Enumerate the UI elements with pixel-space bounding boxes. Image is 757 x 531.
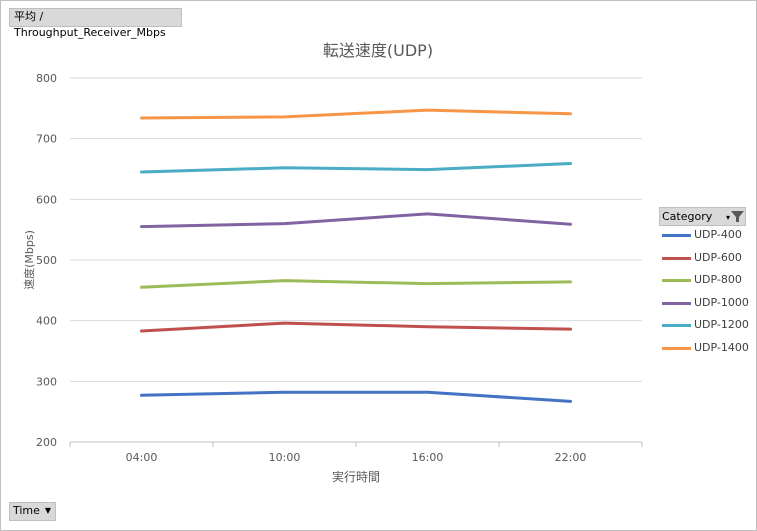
axis-field-label: Time <box>13 504 40 517</box>
legend-swatch <box>662 234 691 237</box>
gridlines <box>70 77 642 443</box>
series-line-udp-400[interactable] <box>140 390 572 403</box>
legend-label: UDP-800 <box>694 273 742 287</box>
dropdown-arrow-icon: ▾ <box>726 213 731 222</box>
values-field-button[interactable]: 平均 / Throughput_Receiver_Mbps <box>9 8 182 39</box>
series-line-udp-600[interactable] <box>140 321 572 333</box>
y-axis-label: 速度(Mbps) <box>22 230 36 290</box>
legend-label: UDP-1200 <box>694 318 749 332</box>
y-tick-label: 700 <box>36 133 57 146</box>
x-axis-label: 実行時間 <box>332 469 380 484</box>
legend-label: UDP-600 <box>694 250 742 264</box>
axis-field-button[interactable]: Time ▼ <box>9 502 56 521</box>
filter-icon[interactable] <box>731 211 744 223</box>
legend-swatch <box>662 347 691 350</box>
y-tick-label: 400 <box>36 315 57 328</box>
series-line-udp-1400[interactable] <box>140 108 572 120</box>
legend-swatch <box>662 301 691 305</box>
chart-title: 転送速度(UDP) <box>323 41 433 60</box>
y-axis-ticks: 200 300 400 500 600 700 800 <box>36 72 57 449</box>
x-tick-label: 04:00 <box>126 451 158 464</box>
legend-label: UDP-1400 <box>694 341 749 354</box>
y-tick-label: 800 <box>36 72 57 85</box>
legend-swatch <box>662 256 691 260</box>
legend-field-label: Category <box>662 210 713 223</box>
x-tick-label: 16:00 <box>412 451 444 464</box>
series-line-udp-1000[interactable] <box>140 212 572 229</box>
x-tick-label: 22:00 <box>555 451 587 464</box>
dropdown-arrow-icon: ▼ <box>44 506 51 515</box>
series-lines <box>140 108 572 403</box>
y-tick-label: 600 <box>36 193 57 206</box>
y-tick-label: 500 <box>36 254 57 267</box>
series-line-udp-1200[interactable] <box>140 162 572 174</box>
legend-field-button[interactable]: Category ▾ <box>659 207 746 226</box>
legend-swatch <box>662 279 691 283</box>
x-tick-label: 10:00 <box>269 451 301 464</box>
y-tick-label: 300 <box>36 375 57 388</box>
legend-swatch <box>662 324 691 328</box>
legend-label: UDP-1000 <box>694 295 749 309</box>
y-tick-label: 200 <box>36 436 57 449</box>
values-field-label: 平均 / Throughput_Receiver_Mbps <box>14 10 166 39</box>
x-axis-ticks: 04:00 10:00 16:00 22:00 <box>69 442 643 464</box>
series-line-udp-800[interactable] <box>140 279 572 289</box>
legend-label: UDP-400 <box>694 228 742 241</box>
